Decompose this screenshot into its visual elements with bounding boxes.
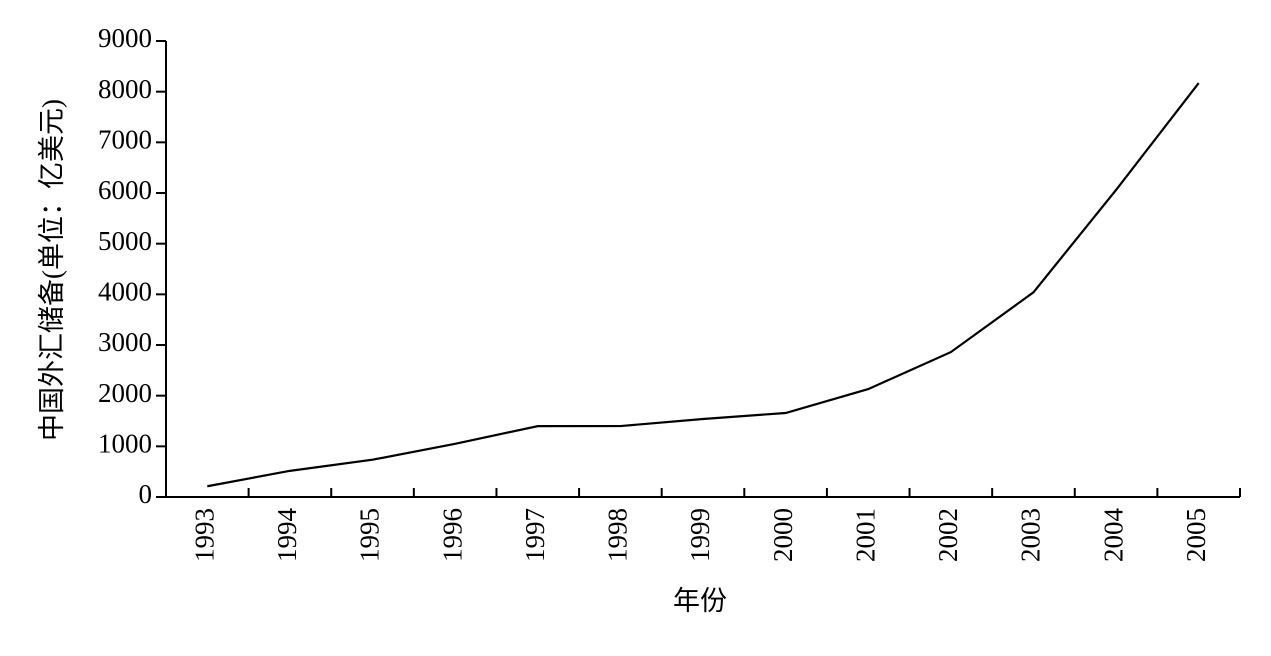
x-tick-label: 2001: [850, 508, 880, 562]
x-tick-label: 1995: [355, 508, 385, 562]
y-tick-label: 8000: [98, 74, 152, 104]
y-tick-label: 1000: [98, 429, 152, 459]
x-tick-label: 1994: [272, 508, 302, 563]
x-axis-label: 年份: [673, 586, 727, 616]
x-tick-label: 1993: [190, 508, 220, 562]
y-tick-label: 4000: [98, 277, 152, 307]
y-tick-label: 6000: [98, 175, 152, 205]
y-tick-label: 9000: [98, 23, 152, 53]
x-tick-label: 2003: [1016, 508, 1046, 562]
y-axis-label: 中国外汇储备(单位：亿美元): [37, 99, 67, 441]
y-tick-label: 0: [139, 479, 153, 509]
x-tick-label: 2002: [933, 508, 963, 562]
x-tick-label: 1996: [437, 508, 467, 562]
y-tick-label: 3000: [98, 327, 152, 357]
y-tick-label: 7000: [98, 125, 152, 155]
y-tick-label: 5000: [98, 226, 152, 256]
x-tick-label: 2005: [1181, 508, 1211, 562]
x-tick-label: 1997: [520, 508, 550, 562]
data-line: [207, 82, 1200, 488]
y-tick-label: 2000: [98, 378, 152, 408]
x-tick-label: 1998: [603, 508, 633, 562]
x-tick-label: 1999: [685, 508, 715, 562]
x-tick-label: 2004: [1098, 508, 1128, 563]
x-tick-label: 2000: [768, 508, 798, 562]
